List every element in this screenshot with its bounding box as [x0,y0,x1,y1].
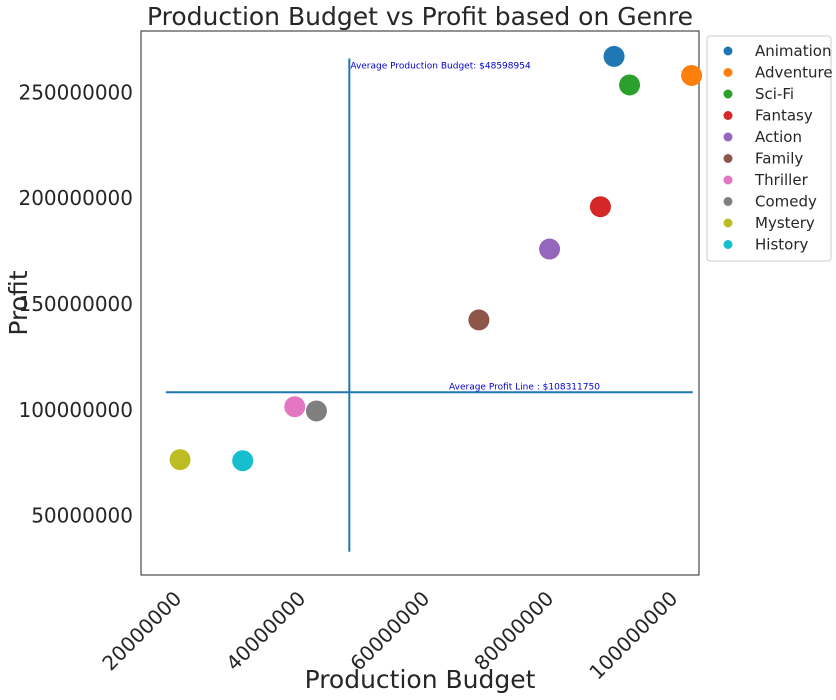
reference-lines: Average Production Budget: $48598954 Aver… [165,58,693,552]
data-points [169,45,703,472]
legend-entry: Thriller [754,171,809,189]
chart-title: Production Budget vs Profit based on Gen… [147,2,693,31]
legend-marker [723,89,733,99]
point-thriller [284,396,306,418]
y-tick-labels: 50000000 100000000 150000000 200000000 25000… [18,80,133,527]
legend-marker [723,175,733,185]
legend-marker [723,46,733,56]
legend-entry: Adventure [755,64,833,82]
plot-area [140,30,700,576]
y-tick-label: 250000000 [18,80,133,104]
y-tick-label: 200000000 [18,186,133,210]
legend-entry: Action [755,128,802,146]
point-sci-fi [619,74,641,96]
legend-marker [723,197,733,206]
legend-marker [723,132,733,142]
legend-frame [706,35,832,262]
x-tick-label: 100000000 [584,586,682,684]
legend-entry: Comedy [755,193,817,211]
point-comedy [305,400,327,422]
y-tick-label: 150000000 [18,292,133,316]
point-animation [603,45,625,67]
legend: Animation Adventure Sci-Fi Fantasy Action Fam… [706,35,833,262]
legend-entry: Sci-Fi [755,85,794,103]
legend-entry: History [755,236,808,254]
legend-marker [723,111,733,120]
legend-marker [723,154,733,163]
x-axis-label: Production Budget [305,665,536,694]
legend-marker [723,218,733,228]
x-tick-label: 60000000 [345,586,434,675]
point-family [468,309,490,331]
legend-marker [723,240,733,249]
legend-entry: Animation [755,42,831,60]
point-adventure [681,64,703,86]
point-action [539,238,561,260]
legend-entry: Mystery [755,214,815,232]
avg-profit-label: Average Profit Line : $108311750 [449,382,600,392]
y-tick-label: 100000000 [18,398,133,422]
legend-marker [723,68,733,77]
avg-budget-label: Average Production Budget: $48598954 [350,62,531,72]
y-axis-label: Profit [4,270,33,335]
legend-entry: Fantasy [755,107,813,125]
point-fantasy [589,196,611,218]
point-history [232,450,254,472]
legend-entry: Family [755,150,803,168]
point-mystery [169,449,191,471]
x-tick-label: 20000000 [97,586,186,675]
x-tick-label: 40000000 [221,586,310,675]
y-tick-label: 50000000 [31,504,133,528]
x-tick-label: 80000000 [469,586,558,675]
